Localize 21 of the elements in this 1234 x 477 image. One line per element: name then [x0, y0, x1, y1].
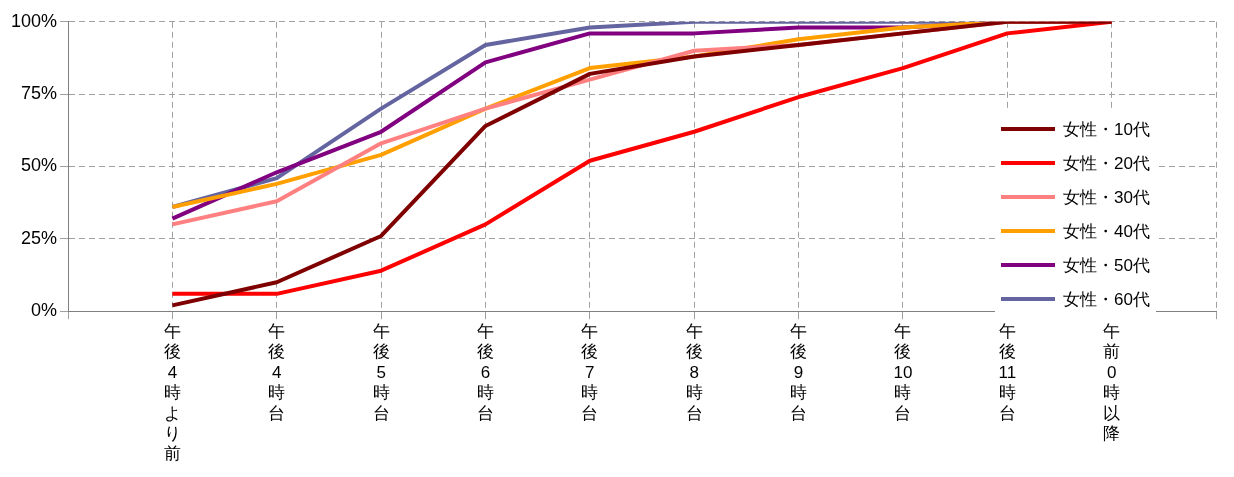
y-tick-label: 75% — [21, 83, 58, 104]
legend-label: 女性・10代 — [1063, 118, 1150, 141]
legend-label: 女性・30代 — [1063, 186, 1150, 209]
x-tick-label: 午後4時より前 — [163, 322, 181, 464]
x-tick-label: 午後11時台 — [998, 322, 1017, 423]
legend-label: 女性・60代 — [1063, 288, 1150, 311]
y-tick-label: 100% — [10, 10, 58, 31]
x-tick-label: 午後4時台 — [268, 322, 286, 423]
legend-label: 女性・50代 — [1063, 254, 1150, 277]
x-tick-label: 午後8時台 — [685, 322, 703, 423]
y-tick-label: 25% — [21, 227, 58, 248]
legend-label: 女性・20代 — [1063, 152, 1150, 175]
y-tick-label: 0% — [31, 300, 58, 321]
x-tick-label: 午前0時以降 — [1103, 322, 1121, 444]
x-tick-label: 午後9時台 — [790, 322, 808, 423]
x-tick-label: 午後7時台 — [581, 322, 599, 423]
x-tick-label: 午後5時台 — [372, 322, 390, 423]
y-tick-label: 50% — [21, 155, 58, 176]
x-tick-label: 午後10時台 — [893, 322, 913, 423]
x-tick-label: 午後6時台 — [476, 322, 494, 423]
legend-label: 女性・40代 — [1063, 220, 1150, 243]
